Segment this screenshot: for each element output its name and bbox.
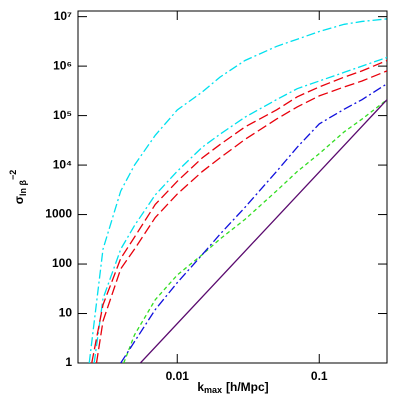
y-tick-label: 10⁵ bbox=[53, 108, 72, 122]
x-tick-label: 0.01 bbox=[166, 369, 190, 383]
y-tick-label: 1 bbox=[65, 355, 72, 369]
x-label-sub: max bbox=[204, 385, 222, 395]
y-tick-label: 1000 bbox=[45, 207, 72, 221]
y-tick-label: 10⁴ bbox=[53, 157, 72, 171]
plot-frame bbox=[77, 10, 388, 364]
series-line bbox=[91, 59, 387, 363]
x-tick-label: 0.1 bbox=[311, 369, 328, 383]
x-axis-label: kmax [h/Mpc] bbox=[197, 380, 268, 395]
y-tick-label: 100 bbox=[52, 256, 72, 270]
x-label-symbol: k bbox=[197, 380, 204, 394]
series-line bbox=[95, 70, 387, 363]
x-label-rest: [h/Mpc] bbox=[226, 380, 269, 394]
series-line bbox=[139, 99, 387, 363]
y-tick-label: 10⁷ bbox=[54, 9, 72, 23]
series-line bbox=[93, 56, 387, 363]
y-tick-label: 10⁶ bbox=[53, 58, 72, 72]
series-line bbox=[120, 83, 387, 363]
series-line bbox=[123, 99, 387, 363]
series-line bbox=[88, 18, 387, 363]
y-axis-label: σln β−2 bbox=[8, 170, 28, 204]
y-label-sup: −2 bbox=[8, 170, 18, 180]
y-label-symbol: σ bbox=[12, 196, 26, 204]
y-tick-label: 10 bbox=[59, 306, 73, 320]
y-label-sub: ln β bbox=[18, 180, 28, 196]
